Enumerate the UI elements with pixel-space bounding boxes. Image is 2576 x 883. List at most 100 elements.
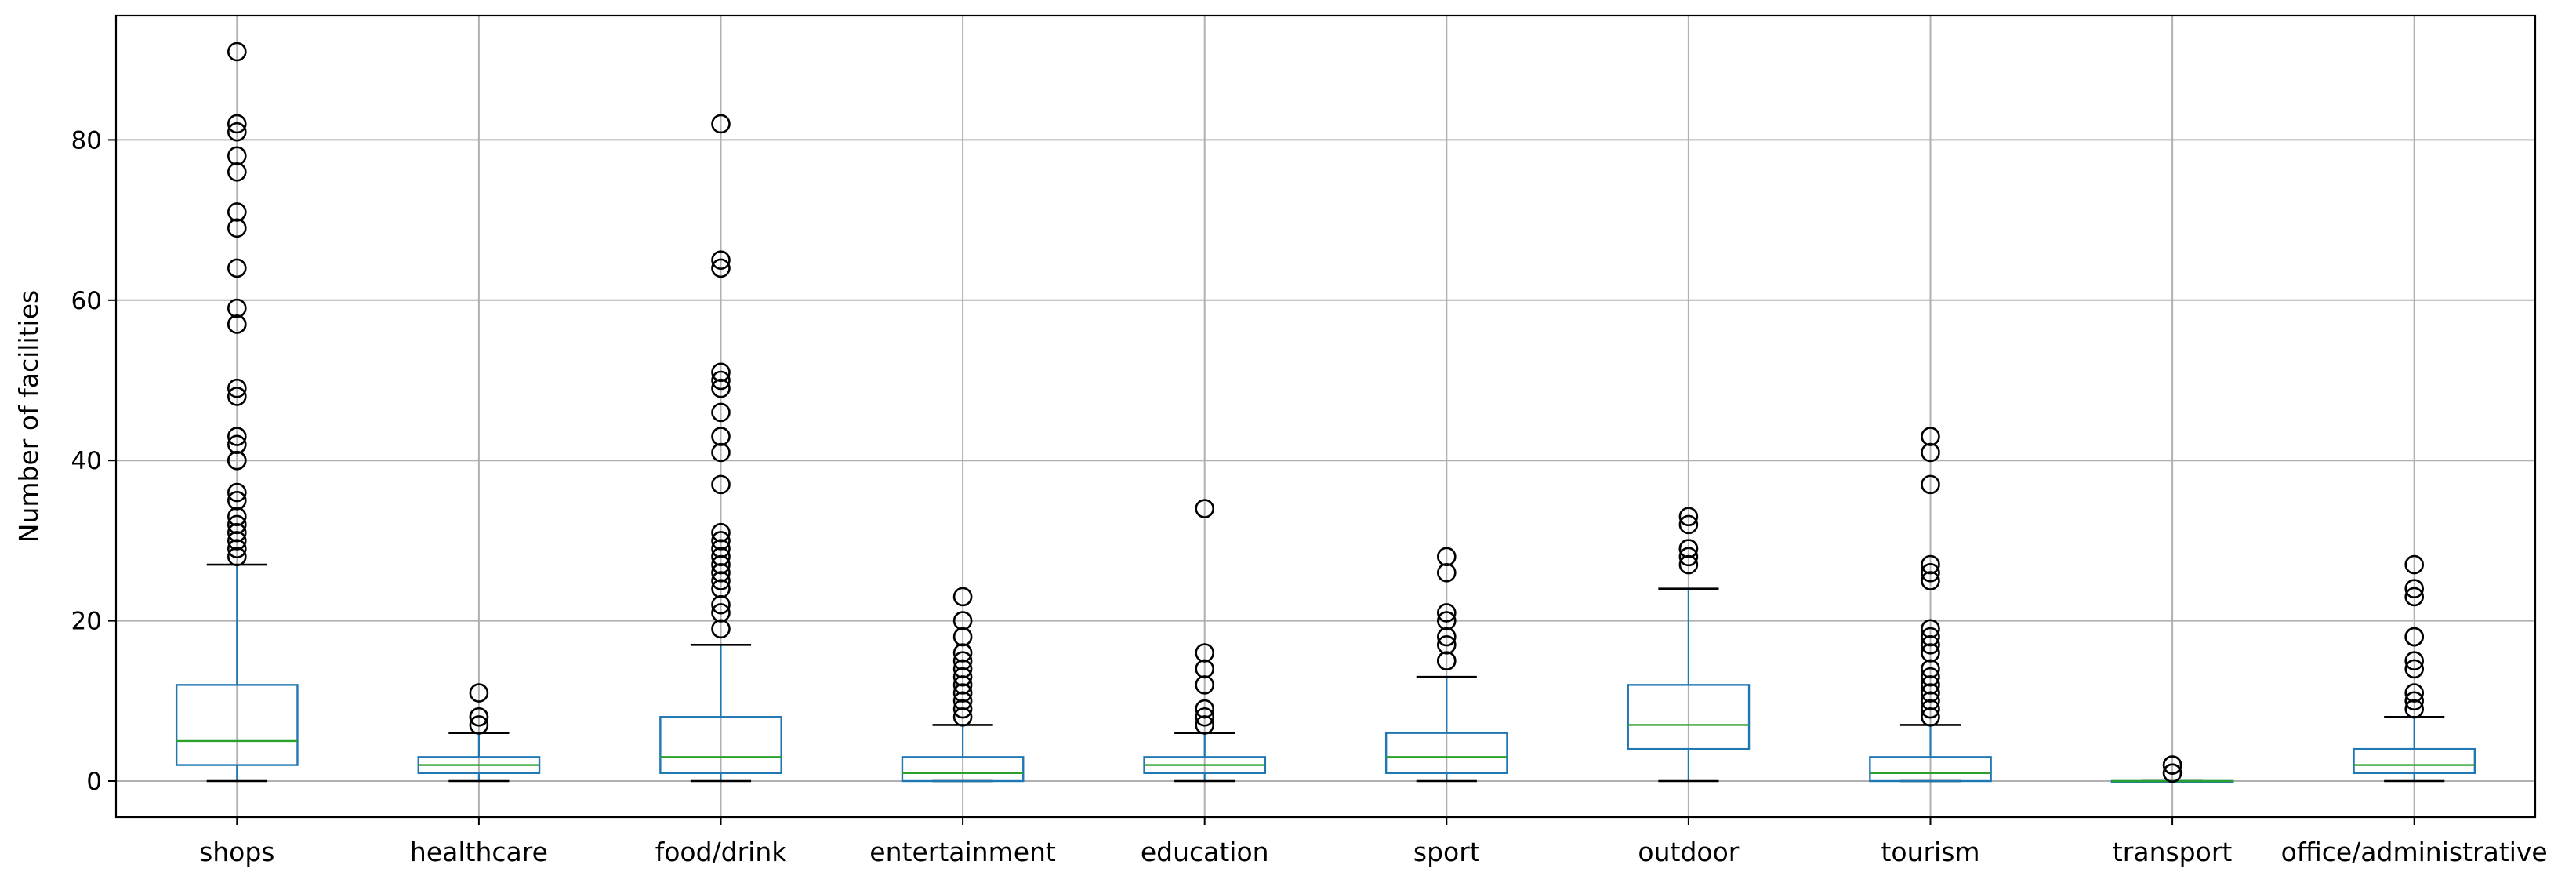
outlier-point bbox=[711, 114, 731, 134]
outlier-point bbox=[1195, 707, 1214, 727]
outlier-point bbox=[227, 539, 247, 558]
outlier-point bbox=[227, 507, 247, 527]
x-tick-label: food/drink bbox=[655, 837, 788, 867]
x-tick-label: tourism bbox=[1881, 837, 1979, 867]
x-tick-label: office/administrative bbox=[2281, 837, 2548, 867]
x-tick-label: sport bbox=[1413, 837, 1480, 867]
x-axis-ticks: shops healthcare food/drink entertainment ed… bbox=[199, 817, 2548, 867]
outlier-point bbox=[1195, 659, 1214, 679]
outlier-point bbox=[711, 427, 731, 446]
outlier-point bbox=[227, 218, 247, 238]
outlier-point bbox=[711, 531, 731, 551]
x-tick-label: healthcare bbox=[410, 837, 548, 867]
outlier-point bbox=[1921, 571, 1940, 590]
iqr-box bbox=[659, 716, 782, 774]
box-entertainment bbox=[901, 587, 1025, 783]
outlier-point bbox=[952, 627, 973, 647]
outlier-point bbox=[711, 474, 731, 495]
outlier-point bbox=[227, 427, 247, 446]
outlier-point bbox=[711, 378, 731, 398]
outlier-point bbox=[711, 258, 731, 278]
iqr-box bbox=[1869, 756, 1992, 783]
outlier-point bbox=[1921, 554, 1940, 575]
outlier-point bbox=[952, 707, 973, 727]
outlier-point bbox=[227, 162, 247, 182]
x-tick-label: outdoor bbox=[1638, 837, 1739, 867]
outlier-point bbox=[1921, 691, 1940, 711]
outlier-point bbox=[469, 715, 489, 735]
outlier-point bbox=[1678, 539, 1699, 558]
iqr-box bbox=[2353, 747, 2476, 774]
outlier-point bbox=[2162, 755, 2182, 775]
outlier-point bbox=[1921, 699, 1940, 719]
y-tick-label: 20 bbox=[71, 608, 102, 636]
outlier-point bbox=[1678, 514, 1699, 535]
outlier-point bbox=[227, 378, 247, 398]
outlier-point bbox=[227, 258, 247, 278]
plot-frame bbox=[114, 14, 2537, 819]
outlier-point bbox=[2404, 579, 2424, 599]
outlier-point bbox=[1921, 659, 1940, 679]
outlier-point bbox=[952, 691, 973, 711]
outlier-point bbox=[1437, 634, 1457, 655]
outlier-point bbox=[227, 450, 247, 471]
outlier-point bbox=[711, 579, 731, 599]
x-tick-label: transport bbox=[2113, 837, 2233, 867]
outlier-point bbox=[227, 122, 247, 142]
outlier-point bbox=[1921, 627, 1940, 647]
outlier-point bbox=[1195, 499, 1214, 518]
x-tick-label: entertainment bbox=[869, 837, 1056, 867]
y-axis-ticks: 0 20 40 60 80 bbox=[71, 126, 116, 796]
outlier-point bbox=[227, 531, 247, 551]
outlier-point bbox=[1678, 507, 1699, 527]
outlier-point bbox=[2404, 699, 2424, 719]
box-tourism bbox=[1869, 427, 1992, 783]
outlier-point bbox=[711, 362, 731, 383]
outlier-point bbox=[227, 434, 247, 455]
outlier-point bbox=[1921, 474, 1940, 495]
y-tick-label: 60 bbox=[71, 287, 102, 315]
outlier-point bbox=[2404, 691, 2424, 711]
outlier-point bbox=[2162, 763, 2182, 783]
outlier-point bbox=[1921, 683, 1940, 703]
outlier-point bbox=[227, 547, 247, 567]
outlier-point bbox=[952, 699, 973, 719]
outlier-point bbox=[1437, 562, 1457, 583]
outlier-point bbox=[1195, 643, 1214, 663]
grid-lines bbox=[116, 16, 2535, 817]
outlier-point bbox=[1921, 442, 1940, 463]
outlier-point bbox=[1678, 554, 1699, 575]
outlier-point bbox=[952, 659, 973, 679]
outlier-point bbox=[1921, 707, 1940, 727]
outlier-point bbox=[952, 643, 973, 663]
box-series bbox=[175, 42, 2476, 783]
outlier-point bbox=[711, 522, 731, 543]
outlier-point bbox=[227, 522, 247, 543]
outlier-point bbox=[227, 298, 247, 318]
outlier-point bbox=[952, 667, 973, 687]
outlier-point bbox=[952, 611, 973, 630]
y-axis-label: Number of facilities bbox=[13, 290, 44, 543]
outlier-point bbox=[952, 651, 973, 671]
outlier-point bbox=[227, 314, 247, 334]
outlier-point bbox=[2404, 587, 2424, 607]
outlier-point bbox=[1437, 611, 1457, 630]
outlier-point bbox=[2404, 554, 2424, 575]
outlier-point bbox=[2404, 627, 2424, 647]
outlier-point bbox=[2404, 651, 2424, 671]
outlier-point bbox=[1921, 643, 1940, 663]
box-education bbox=[1143, 499, 1267, 783]
outlier-point bbox=[711, 619, 731, 639]
outlier-point bbox=[1921, 562, 1940, 583]
outlier-point bbox=[227, 146, 247, 166]
outlier-point bbox=[1437, 547, 1457, 567]
outlier-point bbox=[1437, 651, 1457, 671]
y-tick-label: 80 bbox=[71, 126, 102, 154]
outlier-point bbox=[469, 707, 489, 727]
iqr-box bbox=[1384, 732, 1508, 774]
outlier-point bbox=[1437, 603, 1457, 623]
iqr-box bbox=[1627, 684, 1751, 750]
outlier-point bbox=[1195, 699, 1214, 719]
x-tick-label: education bbox=[1141, 837, 1269, 867]
